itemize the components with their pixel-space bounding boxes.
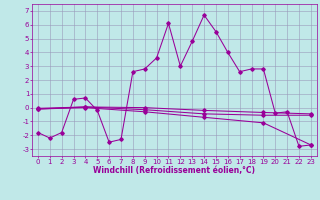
X-axis label: Windchill (Refroidissement éolien,°C): Windchill (Refroidissement éolien,°C) [93, 166, 255, 175]
